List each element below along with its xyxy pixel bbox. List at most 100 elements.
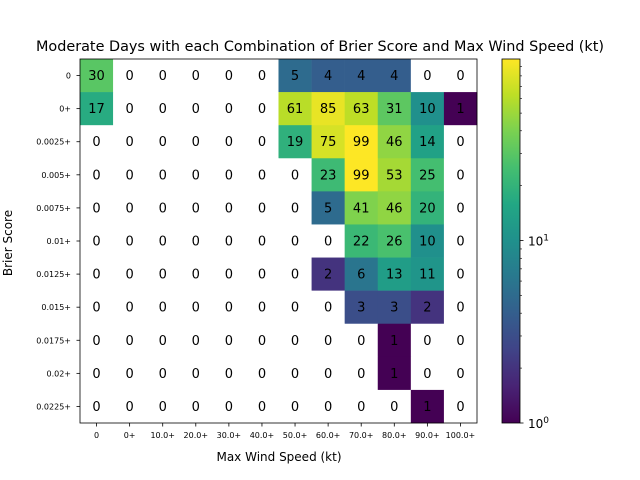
cell-value-label: 99	[353, 168, 370, 183]
cell-value-label: 0	[159, 268, 167, 283]
y-tick-label: 0.005+	[41, 171, 71, 180]
heatmap-cell	[443, 257, 478, 291]
cell-value-label: 0	[92, 400, 100, 415]
cell-value-label: 0	[357, 367, 365, 382]
cell-value-label: 0	[192, 102, 200, 117]
heatmap-cell	[443, 323, 478, 358]
heatmap-cell	[80, 389, 114, 424]
cell-value-label: 11	[419, 268, 436, 283]
y-tick-label: 0.0025+	[36, 138, 71, 147]
heatmap-cell	[344, 92, 379, 126]
cell-value-label: 0	[291, 268, 299, 283]
cell-value-label: 0	[159, 235, 167, 250]
cell-value-label: 0	[225, 400, 233, 415]
cell-value-label: 99	[353, 135, 370, 150]
cell-value-label: 0	[456, 235, 464, 250]
heatmap-cell	[113, 257, 147, 291]
heatmap-cell	[344, 257, 379, 291]
heatmap-cell	[113, 356, 147, 391]
cell-value-label: 0	[159, 367, 167, 382]
heatmap-cell	[344, 191, 379, 225]
cell-value-label: 0	[225, 268, 233, 283]
cell-value-label: 0	[225, 135, 233, 150]
cell-value-label: 19	[287, 135, 304, 150]
heatmap-cell	[212, 224, 246, 258]
heatmap-cell	[344, 125, 379, 159]
heatmap-cell	[344, 158, 379, 192]
heatmap-cell	[377, 356, 412, 391]
cell-value-label: 0	[291, 235, 299, 250]
heatmap-cell	[344, 224, 379, 258]
y-tick-label: 0.015+	[41, 303, 71, 312]
cell-value-label: 20	[419, 201, 436, 216]
heatmap-cell	[410, 224, 445, 258]
cell-value-label: 5	[324, 201, 332, 216]
cell-value-label: 0	[258, 69, 266, 84]
heatmap-cell	[245, 224, 279, 258]
colorbar-tick-label: 101	[528, 234, 549, 249]
heatmap-cell	[443, 224, 478, 258]
heatmap-cell	[377, 290, 412, 325]
cell-value-label: 0	[456, 69, 464, 84]
x-tick-label: 30.0+	[217, 431, 242, 440]
cell-value-label: 0	[159, 69, 167, 84]
x-tick-label: 0+	[124, 431, 136, 440]
cell-value-label: 0	[125, 301, 133, 316]
cell-value-label: 0	[456, 301, 464, 316]
cell-value-label: 0	[192, 400, 200, 415]
cell-value-label: 0	[324, 367, 332, 382]
cell-value-label: 0	[291, 367, 299, 382]
cell-value-label: 0	[258, 102, 266, 117]
cell-value-label: 0	[92, 168, 100, 183]
cell-value-label: 0	[456, 334, 464, 349]
heatmap-cell	[245, 191, 279, 225]
cell-value-label: 75	[320, 135, 337, 150]
cell-value-label: 0	[159, 201, 167, 216]
heatmap-cell	[245, 356, 279, 391]
cell-value-label: 0	[456, 268, 464, 283]
chart-title: Moderate Days with each Combination of B…	[36, 39, 604, 55]
cell-value-label: 2	[324, 268, 332, 283]
cell-value-label: 0	[225, 69, 233, 84]
cell-value-label: 0	[125, 135, 133, 150]
cell-value-label: 0	[92, 367, 100, 382]
heatmap-cell	[245, 257, 279, 291]
heatmap-cells	[79, 58, 478, 424]
heatmap-cell	[113, 224, 147, 258]
heatmap-cell	[179, 356, 213, 391]
cell-value-label: 0	[423, 334, 431, 349]
cell-value-label: 23	[320, 168, 337, 183]
heatmap-cell	[113, 323, 147, 358]
heatmap-cell	[377, 59, 412, 93]
heatmap-cell	[146, 191, 180, 225]
heatmap-cell	[443, 356, 478, 391]
cell-value-label: 0	[456, 168, 464, 183]
cell-value-label: 0	[125, 102, 133, 117]
cell-value-label: 0	[456, 201, 464, 216]
cell-value-label: 0	[225, 367, 233, 382]
cell-value-label: 1	[423, 400, 431, 415]
cell-value-label: 0	[125, 168, 133, 183]
cell-value-label: 4	[324, 69, 332, 84]
x-axis-ticks: 0 0+ 10.0+ 20.0+ 30.0+ 40.0+ 50.0+ 60.0+ 70.0+ 80…	[94, 423, 475, 440]
heatmap-cell	[245, 92, 279, 126]
heatmap-cell	[377, 125, 412, 159]
cell-value-label: 0	[456, 135, 464, 150]
heatmap-cell	[311, 224, 345, 258]
cell-value-label: 0	[258, 168, 266, 183]
cell-value-label: 0	[125, 334, 133, 349]
heatmap-cell	[80, 224, 114, 258]
cell-value-label: 0	[324, 334, 332, 349]
y-tick-label: 0	[66, 72, 71, 81]
heatmap-cell	[311, 389, 345, 424]
cell-value-label: 0	[92, 334, 100, 349]
heatmap-cell	[146, 92, 180, 126]
cell-value-label: 0	[125, 400, 133, 415]
cell-value-label: 25	[419, 168, 436, 183]
heatmap-cell	[377, 158, 412, 192]
heatmap-cell	[113, 290, 147, 325]
heatmap-cell	[278, 389, 312, 424]
y-axis-label: Brier Score	[1, 210, 15, 276]
y-axis-ticks: 0 0+ 0.0025+ 0.005+ 0.0075+ 0.01+ 0.0125+ 0.015…	[36, 72, 80, 411]
heatmap-cell	[212, 356, 246, 391]
